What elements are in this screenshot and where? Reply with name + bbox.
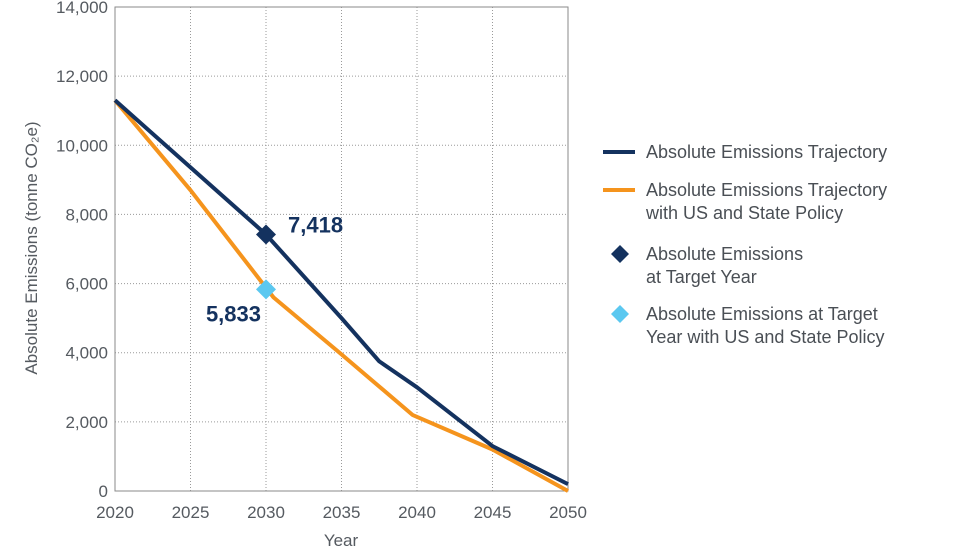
- x-tick-label: 2050: [549, 503, 587, 522]
- y-tick-label: 4,000: [65, 344, 108, 363]
- y-tick-label: 10,000: [56, 136, 108, 155]
- x-tick-label: 2040: [398, 503, 436, 522]
- legend-entry: Absolute Emissions Trajectory with US and…: [603, 180, 887, 223]
- legend-label: Absolute Emissions Trajectory: [646, 142, 887, 162]
- legend-label: Absolute Emissions at Target: [646, 304, 878, 324]
- legend-label: at Target Year: [646, 267, 757, 287]
- marker-target-year: [256, 224, 276, 245]
- x-tick-label: 2030: [247, 503, 285, 522]
- y-tick-label: 0: [99, 482, 108, 501]
- series-line-trajectory-policy: [113, 99, 569, 493]
- legend-label: with US and State Policy: [645, 203, 843, 223]
- marker-target-year-policy: [256, 279, 276, 300]
- legend-label: Year with US and State Policy: [646, 327, 884, 347]
- y-tick-label: 8,000: [65, 205, 108, 224]
- y-axis-ticks: 0 2,000 4,000 6,000 8,000 10,000 12,000 14,000: [56, 0, 108, 501]
- x-tick-label: 2020: [96, 503, 134, 522]
- plot-border: [114, 6, 569, 492]
- data-label-trajectory: 7,418: [288, 213, 343, 238]
- x-tick-label: 2045: [474, 503, 512, 522]
- legend-label: Absolute Emissions Trajectory: [646, 180, 887, 200]
- legend-label: Absolute Emissions: [646, 244, 803, 264]
- y-tick-label: 12,000: [56, 67, 108, 86]
- x-axis-ticks: 2020 2025 2030 2035 2040 2045 2050: [96, 503, 587, 522]
- legend-entry: Absolute Emissions at Target Year with US…: [611, 304, 884, 347]
- plot-frame: [114, 6, 569, 492]
- y-tick-label: 2,000: [65, 413, 108, 432]
- grid: [114, 6, 569, 492]
- legend-diamond-swatch: [611, 305, 629, 323]
- data-label-policy: 5,833: [206, 301, 261, 326]
- legend-diamond-swatch: [611, 245, 629, 263]
- y-axis-title: Absolute Emissions (tonne CO₂e): [22, 121, 41, 374]
- legend-entry: Absolute Emissions at Target Year: [611, 244, 803, 287]
- x-tick-label: 2025: [172, 503, 210, 522]
- series-markers: [256, 224, 276, 300]
- x-axis-title: Year: [324, 531, 359, 550]
- y-tick-label: 6,000: [65, 275, 108, 294]
- x-tick-label: 2035: [323, 503, 361, 522]
- data-labels: 7,418 5,833: [206, 213, 343, 327]
- y-tick-label: 14,000: [56, 0, 108, 17]
- legend-entry: Absolute Emissions Trajectory: [603, 142, 887, 162]
